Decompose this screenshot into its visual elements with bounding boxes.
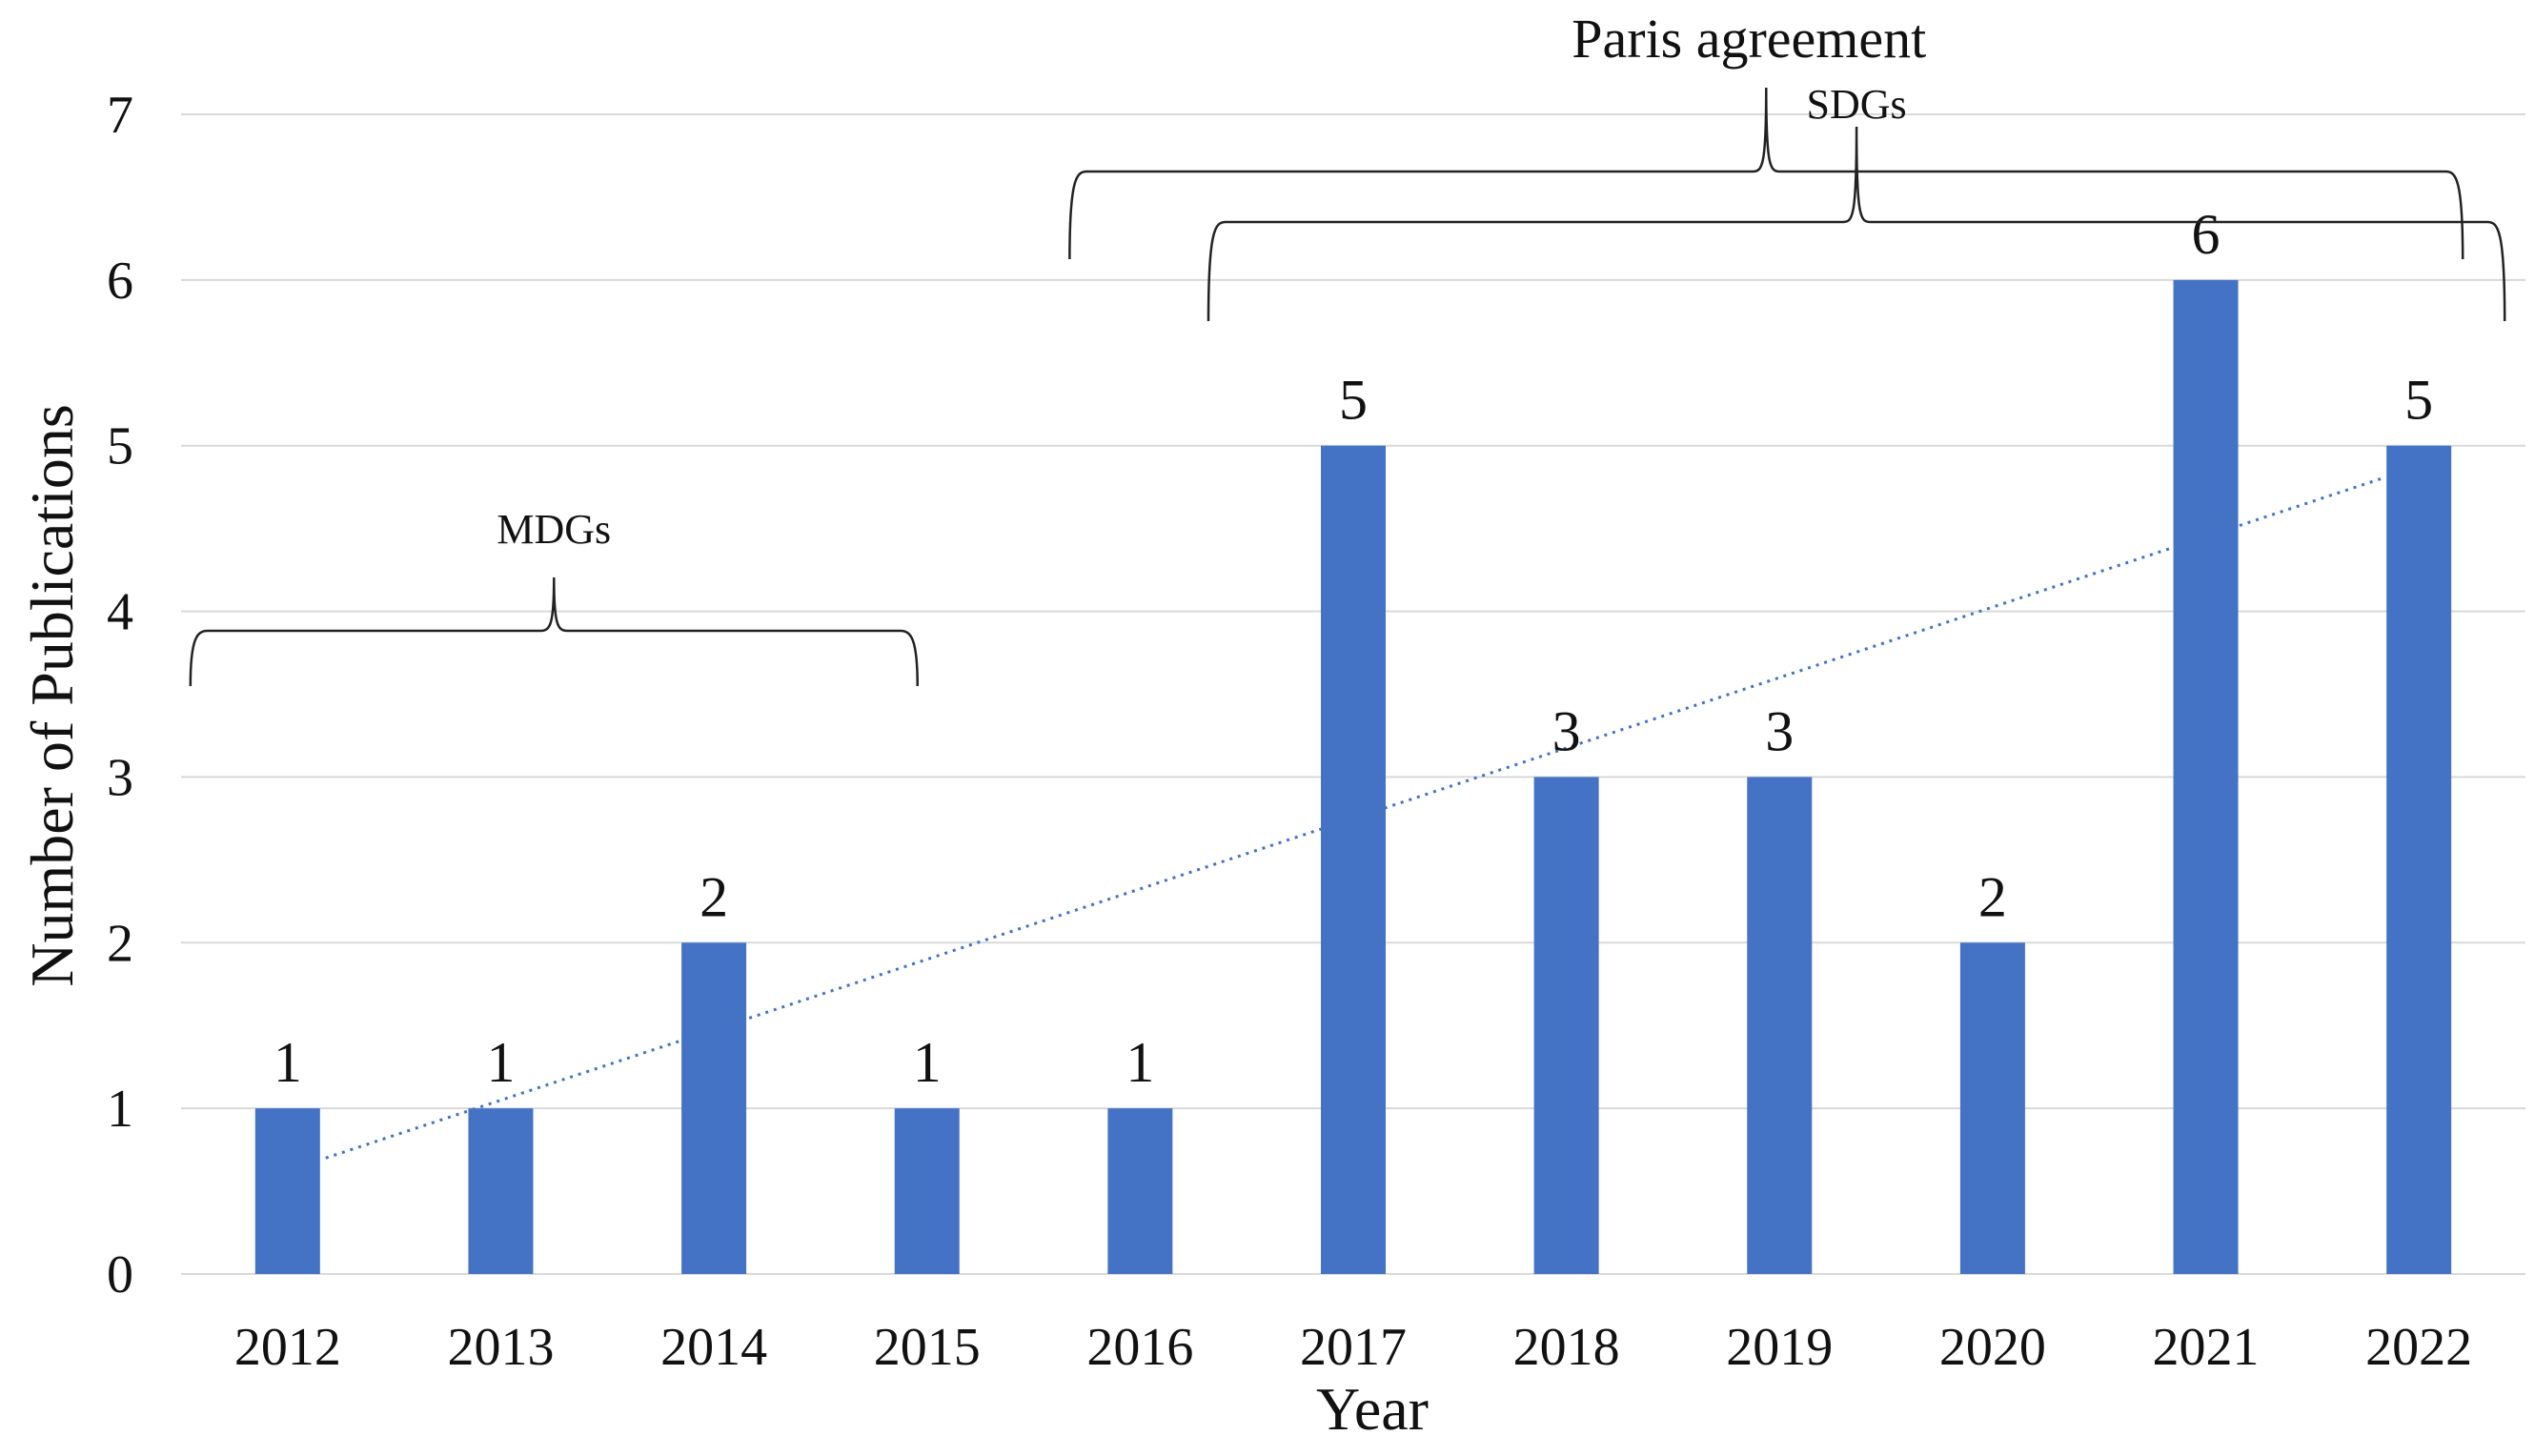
- x-tick-label: 2019: [1726, 1318, 1833, 1377]
- x-tick-label: 2013: [447, 1318, 554, 1377]
- y-tick-label: 1: [107, 1080, 133, 1139]
- data-label-2017: 5: [1339, 369, 1368, 432]
- x-tick-label: 2017: [1300, 1318, 1407, 1377]
- y-tick-label: 4: [107, 583, 133, 642]
- x-tick-label: 2018: [1513, 1318, 1620, 1377]
- bar-2020: [1959, 942, 2025, 1274]
- bar-2015: [894, 1108, 960, 1274]
- brace-sdgs: [1207, 126, 2506, 322]
- bar-2019: [1747, 777, 1813, 1274]
- brace-paris-agreement: [1068, 87, 2464, 260]
- annotations: MDGs Paris agreement SDGs: [189, 8, 2506, 687]
- data-label-2013: 1: [486, 1031, 515, 1094]
- x-tick-label: 2014: [660, 1318, 767, 1377]
- y-tick-label: 2: [107, 914, 133, 973]
- bar-2014: [681, 942, 747, 1274]
- x-tick-label: 2020: [1939, 1318, 2046, 1377]
- bar-2021: [2173, 279, 2239, 1274]
- data-label-2015: 1: [913, 1031, 942, 1094]
- x-tick-label: 2016: [1086, 1318, 1193, 1377]
- x-tick-label: 2021: [2153, 1318, 2260, 1377]
- data-label-2019: 3: [1765, 699, 1794, 762]
- data-labels: 1 1 2 1 1 5 3 3 2 6 5: [274, 203, 2433, 1094]
- data-label-2016: 1: [1126, 1031, 1154, 1094]
- x-tick-label: 2015: [874, 1318, 981, 1377]
- bar-2017: [1321, 445, 1386, 1274]
- data-label-2018: 3: [1552, 699, 1581, 762]
- tick-labels: 0 1 2 3 4 5 6 7 2012 2013 2014 2015 2016 2017 2018 2019…: [107, 86, 2472, 1377]
- bars: [254, 279, 2452, 1274]
- bar-2018: [1533, 777, 1599, 1274]
- x-tick-label: 2012: [234, 1318, 341, 1377]
- y-tick-label: 5: [107, 417, 133, 476]
- y-tick-label: 0: [107, 1245, 133, 1304]
- data-label-2022: 5: [2404, 369, 2433, 432]
- data-label-2014: 2: [700, 865, 728, 928]
- bar-2012: [254, 1108, 320, 1274]
- annotation-label-mdgs: MDGs: [497, 506, 611, 553]
- bar-2022: [2386, 445, 2452, 1274]
- annotation-label-paris-agreement: Paris agreement: [1572, 8, 1926, 70]
- y-tick-label: 3: [107, 748, 133, 807]
- brace-mdgs: [189, 576, 919, 687]
- data-label-2012: 1: [274, 1031, 302, 1094]
- y-tick-label: 6: [107, 252, 133, 311]
- bar-2016: [1107, 1108, 1173, 1274]
- x-axis-title: Year: [1316, 1375, 1429, 1443]
- data-label-2021: 6: [2192, 203, 2221, 266]
- x-tick-label: 2022: [2365, 1318, 2472, 1377]
- y-tick-label: 7: [107, 86, 133, 145]
- bar-2013: [468, 1108, 534, 1274]
- annotation-label-sdgs: SDGs: [1807, 81, 1907, 128]
- y-axis-title: Number of Publications: [18, 404, 86, 986]
- data-label-2020: 2: [1978, 865, 2007, 928]
